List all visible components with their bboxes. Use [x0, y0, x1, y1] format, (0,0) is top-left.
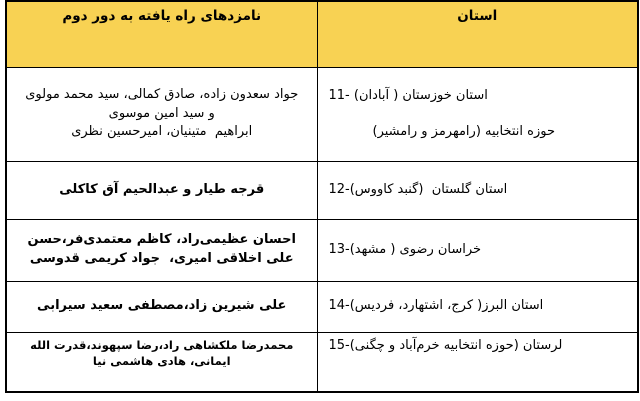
province-name: 13-خراسان رضوی ( مشهد)	[328, 241, 482, 257]
candidate-names: جواد سعدون زاده، صادق کمالی، سید محمد مو…	[25, 86, 303, 121]
header-cell-candidates: نامزدهای راه یافته به دور دوم	[5, 0, 318, 68]
province-name: حوزه انتخابیه (رامهرمز و رامشیر)	[372, 123, 556, 139]
province-name: 15-لرستان (حوزه انتخابیه خرم‌آباد و چگنی…	[328, 337, 563, 353]
candidate-names: علی شیرین زاد،مصطفی سعید سیرابی	[37, 298, 287, 314]
table-row: محمدرضا ملکشاهی راد،رضا سپهوند،قدرت الله…	[5, 331, 639, 393]
candidate-names: محمدرضا ملکشاهی راد،رضا سپهوند،قدرت الله…	[30, 337, 298, 369]
candidate-names: ابراهیم متینیان، امیرحسین نظری	[71, 124, 253, 140]
table-row: قرجه طیار و عبدالحیم آق کاکلی 12-استان گ…	[5, 160, 639, 220]
province-cell: 12-استان گلستان (گنبد کاووس)	[316, 160, 639, 220]
candidates-cell: جواد سعدون زاده، صادق کمالی، سید محمد مو…	[5, 66, 318, 162]
province-name: 11- استان خوزستان ( آبادان)	[328, 88, 488, 104]
table-row: علی شیرین زاد،مصطفی سعید سیرابی 14-استان…	[5, 280, 639, 333]
results-table-body: نامزدهای راه یافته به دور دوم استان جواد…	[5, 0, 639, 393]
candidates-cell: احسان عظیمی‌راد، کاظم معتمدی‌فر،حسن علی …	[5, 218, 318, 282]
province-name: 12-استان گلستان (گنبد کاووس)	[328, 181, 508, 197]
province-cell: 15-لرستان (حوزه انتخابیه خرم‌آباد و چگنی…	[316, 331, 639, 393]
province-cell: 11- استان خوزستان ( آبادان) حوزه انتخابیه…	[316, 66, 639, 162]
province-name: 14-استان البرز( کرج، اشتهارد، فردیس)	[328, 298, 544, 314]
candidates-cell: علی شیرین زاد،مصطفی سعید سیرابی	[5, 280, 318, 333]
header-cell-province: استان	[316, 0, 639, 68]
province-cell: 14-استان البرز( کرج، اشتهارد، فردیس)	[316, 280, 639, 333]
province-cell: 13-خراسان رضوی ( مشهد)	[316, 218, 639, 282]
results-table: نامزدهای راه یافته به دور دوم استان جواد…	[5, 0, 639, 393]
candidate-names: احسان عظیمی‌راد، کاظم معتمدی‌فر،حسن علی …	[27, 232, 301, 266]
candidate-names: قرجه طیار و عبدالحیم آق کاکلی	[59, 181, 265, 197]
table-row: احسان عظیمی‌راد، کاظم معتمدی‌فر،حسن علی …	[5, 218, 639, 282]
table-row: جواد سعدون زاده، صادق کمالی، سید محمد مو…	[5, 66, 639, 162]
candidates-cell: قرجه طیار و عبدالحیم آق کاکلی	[5, 160, 318, 220]
table-header-row: نامزدهای راه یافته به دور دوم استان	[5, 0, 639, 68]
candidates-cell: محمدرضا ملکشاهی راد،رضا سپهوند،قدرت الله…	[5, 331, 318, 393]
